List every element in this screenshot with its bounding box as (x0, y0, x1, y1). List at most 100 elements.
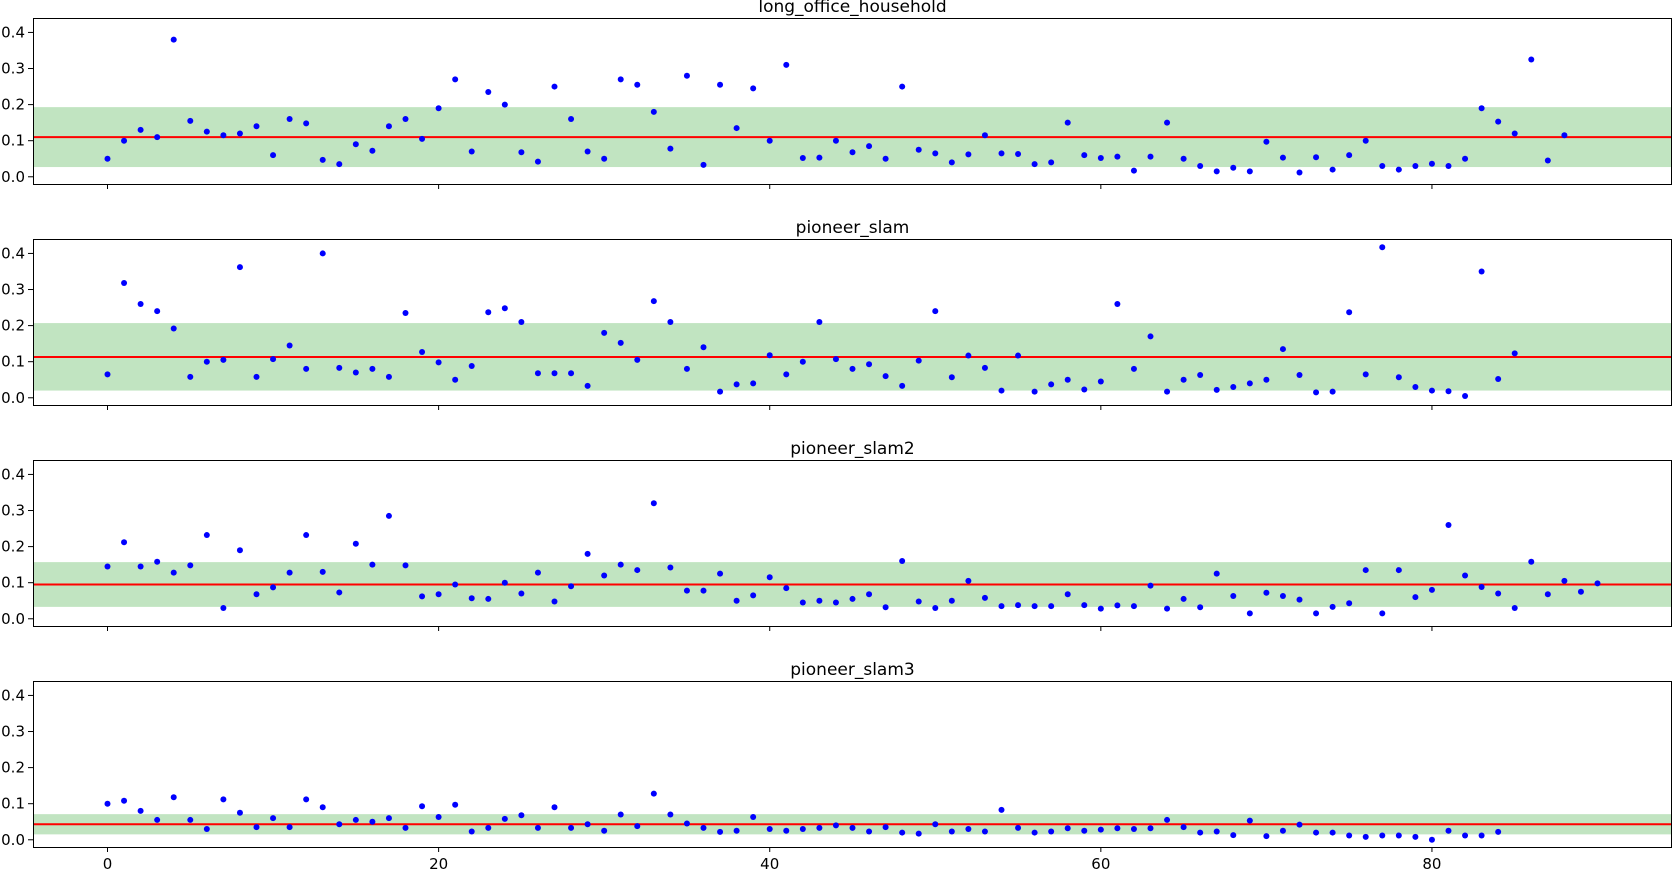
y-tick-label: 0.2 (1, 96, 25, 114)
data-point (419, 803, 426, 810)
data-point (1296, 169, 1303, 176)
data-point (1114, 602, 1121, 609)
data-point (534, 370, 541, 377)
data-point (1329, 829, 1336, 836)
data-point (336, 364, 343, 371)
data-point (236, 130, 243, 137)
data-point (452, 801, 459, 808)
data-point (1263, 589, 1270, 596)
data-point (385, 512, 392, 519)
data-point (137, 807, 144, 814)
data-point (1246, 168, 1253, 175)
data-point (1164, 816, 1171, 823)
data-point (1313, 154, 1320, 161)
data-point (1511, 130, 1518, 137)
data-point (667, 811, 674, 818)
data-point (1495, 828, 1502, 835)
data-point (766, 352, 773, 359)
data-point (1329, 603, 1336, 610)
data-point (435, 105, 442, 112)
data-point (1428, 586, 1435, 593)
data-point (1230, 832, 1237, 839)
data-point (203, 825, 210, 832)
data-point (501, 305, 508, 312)
data-point (866, 361, 873, 368)
data-point (220, 132, 227, 139)
data-point (1097, 155, 1104, 162)
data-point (369, 147, 376, 154)
data-point (1246, 610, 1253, 617)
data-point (485, 824, 492, 831)
data-point (1213, 168, 1220, 175)
data-point (154, 134, 161, 141)
data-point (551, 370, 558, 377)
y-tick-label: 0.3 (1, 281, 25, 299)
y-tick-label: 0.3 (1, 502, 25, 520)
data-point (518, 149, 525, 156)
data-point (1346, 152, 1353, 159)
data-point (584, 821, 591, 828)
data-point (783, 827, 790, 834)
data-point (551, 598, 558, 605)
data-point (1230, 593, 1237, 600)
y-tick-label: 0.1 (1, 353, 25, 371)
data-point (385, 373, 392, 380)
data-point (1015, 824, 1022, 831)
data-point (336, 589, 343, 596)
data-point (733, 125, 740, 132)
data-point (1346, 309, 1353, 316)
data-point (1478, 268, 1485, 275)
subplot-3: 0.0 0.1 0.2 0.3 0.4 pioneer_slam2 (1, 439, 1672, 631)
data-point (866, 591, 873, 598)
data-point (948, 159, 955, 166)
data-point (1097, 605, 1104, 612)
data-point (683, 820, 690, 827)
data-point (948, 828, 955, 835)
data-point (518, 319, 525, 325)
data-point (965, 151, 972, 158)
data-point (601, 155, 608, 162)
data-point (518, 590, 525, 597)
data-point (700, 344, 707, 351)
data-point (601, 329, 608, 336)
data-point (981, 828, 988, 835)
data-point (1147, 825, 1154, 832)
data-point (998, 806, 1005, 813)
data-point (617, 76, 624, 83)
data-point (352, 369, 359, 376)
data-point (104, 563, 111, 570)
data-point (534, 824, 541, 831)
data-point (1462, 392, 1469, 399)
data-point (1379, 610, 1386, 617)
data-point (1279, 154, 1286, 161)
data-point (1164, 119, 1171, 126)
data-point (1428, 387, 1435, 394)
data-point (1561, 577, 1568, 584)
data-point (121, 539, 128, 546)
data-point (468, 595, 475, 602)
data-point (1015, 151, 1022, 158)
data-point (568, 583, 575, 590)
data-point (303, 365, 310, 372)
data-point (203, 128, 210, 135)
data-point (849, 824, 856, 831)
y-tick-label: 0.4 (1, 244, 25, 262)
data-point (1279, 593, 1286, 600)
data-point (1064, 376, 1071, 383)
data-point (1478, 584, 1485, 591)
data-point (1197, 372, 1204, 379)
data-point (1097, 378, 1104, 385)
data-point (485, 88, 492, 95)
data-point (733, 381, 740, 388)
data-point (369, 365, 376, 372)
data-point (766, 825, 773, 832)
subplot-title: long_office_household (758, 0, 946, 17)
data-point (849, 595, 856, 602)
data-point (1395, 567, 1402, 574)
subplot-title: pioneer_slam2 (790, 439, 914, 459)
data-point (650, 500, 657, 507)
data-point (568, 824, 575, 831)
data-point (617, 811, 624, 818)
data-point (683, 365, 690, 372)
data-point (187, 562, 194, 569)
